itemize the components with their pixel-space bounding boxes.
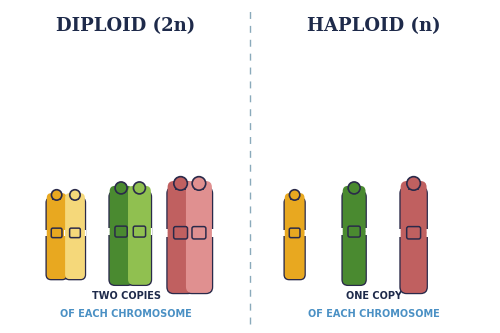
Bar <box>292 197 298 200</box>
Bar <box>136 191 143 194</box>
Bar <box>46 230 68 236</box>
FancyBboxPatch shape <box>167 187 194 293</box>
Text: HAPLOID (n): HAPLOID (n) <box>307 17 441 35</box>
Bar <box>341 228 367 235</box>
Text: OF EACH CHROMOSOME: OF EACH CHROMOSOME <box>60 309 192 319</box>
FancyBboxPatch shape <box>64 198 86 279</box>
Circle shape <box>407 176 420 190</box>
FancyBboxPatch shape <box>186 181 212 237</box>
Bar <box>166 228 196 237</box>
Text: ONE COPY: ONE COPY <box>346 291 402 301</box>
Text: DIPLOID (2n): DIPLOID (2n) <box>56 17 196 35</box>
Circle shape <box>52 190 62 200</box>
Circle shape <box>192 176 205 190</box>
Bar <box>284 230 306 236</box>
FancyBboxPatch shape <box>52 228 62 238</box>
FancyBboxPatch shape <box>285 229 304 279</box>
FancyBboxPatch shape <box>168 181 194 237</box>
FancyBboxPatch shape <box>400 228 426 293</box>
FancyBboxPatch shape <box>186 228 212 293</box>
FancyBboxPatch shape <box>168 228 194 293</box>
FancyBboxPatch shape <box>110 227 132 285</box>
Text: TWO COPIES: TWO COPIES <box>92 291 160 301</box>
FancyBboxPatch shape <box>134 226 145 237</box>
Circle shape <box>348 182 360 194</box>
Bar <box>108 228 134 235</box>
Bar <box>410 187 418 190</box>
FancyBboxPatch shape <box>400 187 427 293</box>
Bar <box>184 228 214 237</box>
FancyBboxPatch shape <box>186 187 212 293</box>
FancyBboxPatch shape <box>285 193 304 236</box>
Circle shape <box>174 176 188 190</box>
FancyBboxPatch shape <box>70 228 80 238</box>
FancyBboxPatch shape <box>174 226 188 239</box>
FancyBboxPatch shape <box>65 229 85 279</box>
Circle shape <box>115 182 127 194</box>
Bar <box>350 191 358 194</box>
Bar <box>72 197 78 200</box>
Bar <box>126 228 152 235</box>
Circle shape <box>134 182 145 194</box>
Text: OF EACH CHROMOSOME: OF EACH CHROMOSOME <box>308 309 440 319</box>
FancyBboxPatch shape <box>400 181 426 237</box>
FancyBboxPatch shape <box>342 227 365 285</box>
FancyBboxPatch shape <box>47 229 66 279</box>
Bar <box>176 187 185 190</box>
FancyBboxPatch shape <box>128 227 151 285</box>
Bar <box>118 191 125 194</box>
FancyBboxPatch shape <box>342 191 366 285</box>
FancyBboxPatch shape <box>115 226 127 237</box>
FancyBboxPatch shape <box>47 193 66 236</box>
FancyBboxPatch shape <box>65 193 85 236</box>
Circle shape <box>290 190 300 200</box>
FancyBboxPatch shape <box>128 191 152 285</box>
FancyBboxPatch shape <box>46 198 67 279</box>
FancyBboxPatch shape <box>290 228 300 238</box>
Bar <box>54 197 60 200</box>
Bar <box>64 230 86 236</box>
FancyBboxPatch shape <box>348 226 360 237</box>
FancyBboxPatch shape <box>109 191 133 285</box>
FancyBboxPatch shape <box>284 198 305 279</box>
FancyBboxPatch shape <box>406 226 420 239</box>
FancyBboxPatch shape <box>110 186 132 235</box>
FancyBboxPatch shape <box>342 186 365 235</box>
FancyBboxPatch shape <box>192 226 206 239</box>
Bar <box>399 228 428 237</box>
FancyBboxPatch shape <box>128 186 151 235</box>
Bar <box>194 187 203 190</box>
Circle shape <box>70 190 80 200</box>
